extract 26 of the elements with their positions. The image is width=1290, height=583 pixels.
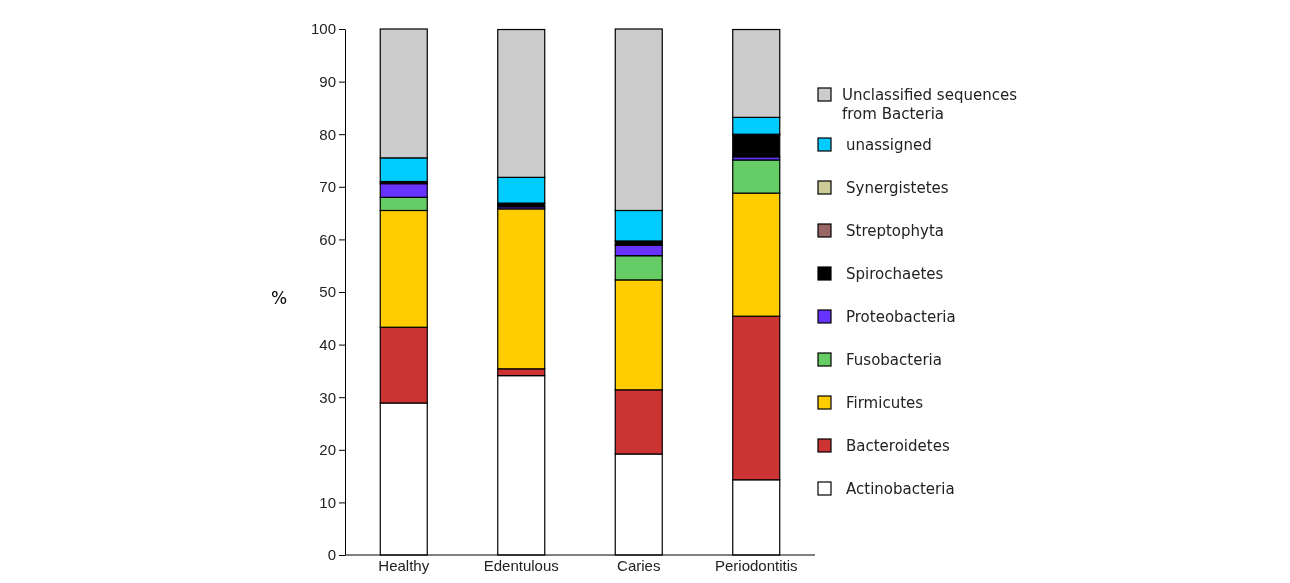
legend-label: unassigned <box>846 136 932 154</box>
legend-label: Proteobacteria <box>846 308 956 326</box>
legend-label: Streptophyta <box>846 222 945 240</box>
y-tick-label: 80 <box>319 125 336 143</box>
y-tick-label: 20 <box>319 441 336 459</box>
x-tick-label: Caries <box>617 556 661 574</box>
y-tick-label: 40 <box>319 335 336 353</box>
y-tick-label: 60 <box>319 230 336 248</box>
y-tick-label: 0 <box>327 546 336 564</box>
y-tick-label: 100 <box>310 20 336 38</box>
x-tick-label: Edentulous <box>483 556 559 574</box>
legend-label: Fusobacteria <box>846 351 942 369</box>
legend-label: Unclassified sequences from Bacteria <box>842 86 1018 123</box>
y-tick-label: 30 <box>319 388 336 406</box>
y-tick-label: 50 <box>319 283 336 301</box>
legend-label: Firmicutes <box>846 394 924 412</box>
x-tick-label: Healthy <box>378 556 430 574</box>
legend-label: Synergistetes <box>846 179 949 197</box>
y-tick-label: 70 <box>319 178 336 196</box>
x-tick-label: Periodontitis <box>714 556 798 574</box>
legend-label: Actinobacteria <box>846 480 955 498</box>
legend-label: Bacteroidetes <box>846 437 950 455</box>
y-tick-label: 90 <box>319 72 336 90</box>
y-tick-label: 10 <box>319 493 336 511</box>
legend-label: Spirochaetes <box>846 265 944 283</box>
y-axis-title: % <box>270 288 288 308</box>
